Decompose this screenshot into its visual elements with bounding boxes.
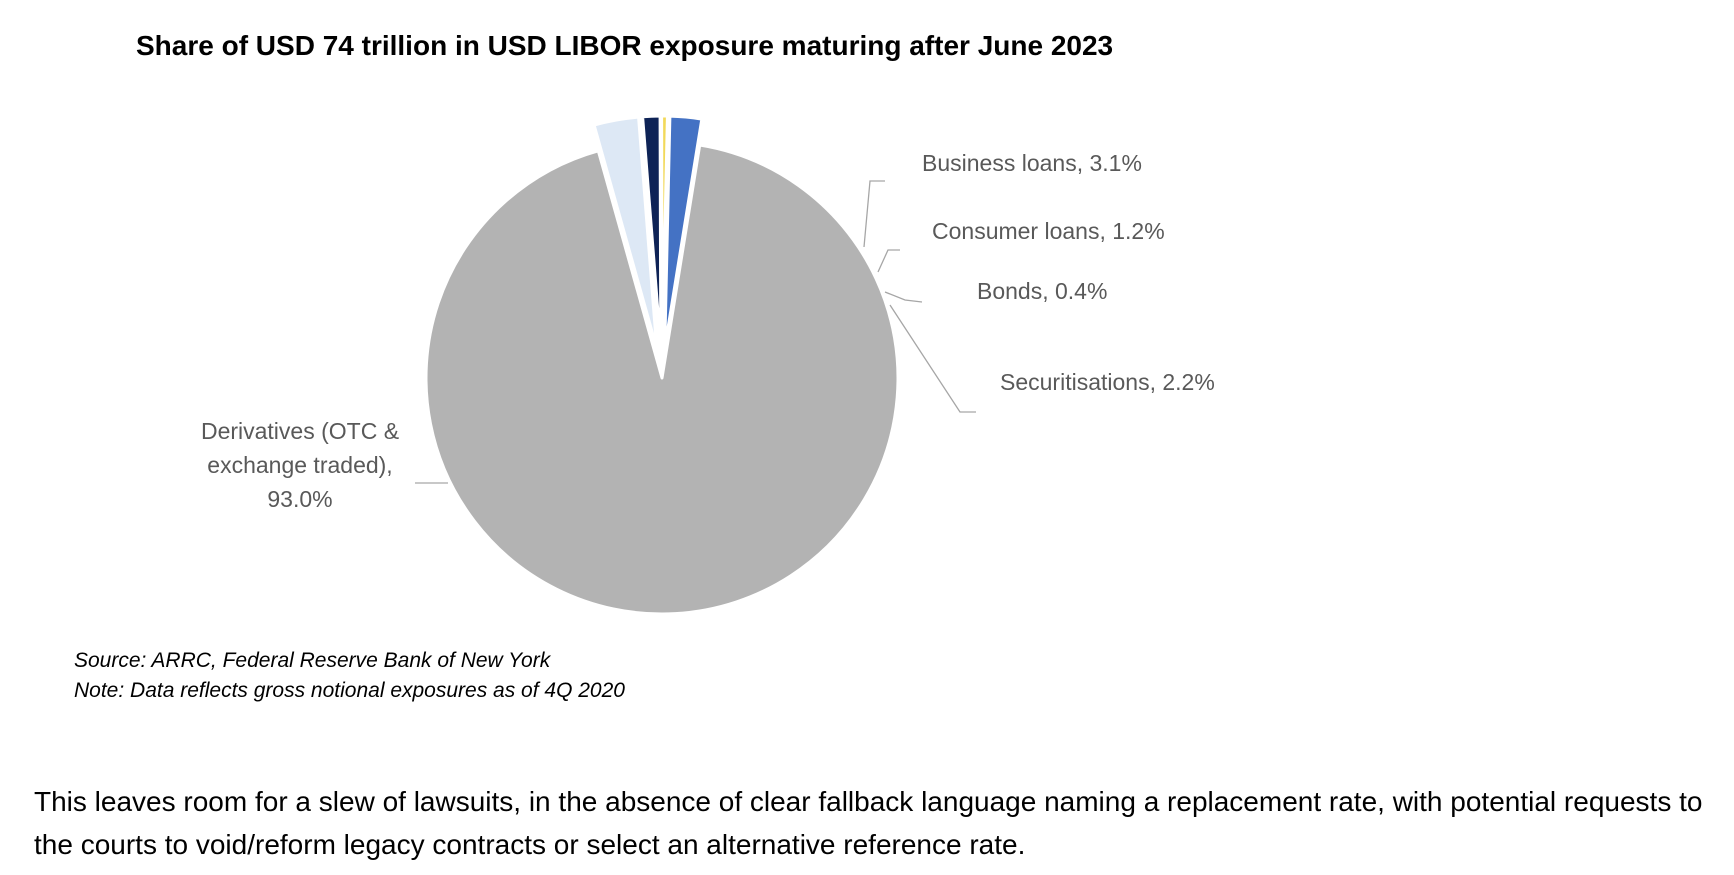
slice-label: Consumer loans, 1.2% bbox=[932, 218, 1165, 244]
pie-chart: Derivatives (OTC & exchange traded), 93.0%… bbox=[201, 114, 1215, 616]
pie-slice-derivatives-otc-exchange-traded bbox=[424, 143, 900, 616]
chart-title: Share of USD 74 trillion in USD LIBOR ex… bbox=[136, 30, 1114, 61]
body-paragraph: This leaves room for a slew of lawsuits,… bbox=[34, 786, 1703, 860]
leader-line bbox=[877, 249, 900, 273]
slice-label: Securitisations, 2.2% bbox=[1000, 369, 1215, 395]
slice-label: Business loans, 3.1% bbox=[922, 150, 1142, 176]
pie-slice-bonds bbox=[660, 114, 669, 350]
slice-label: Derivatives (OTC & exchange traded), 93.0% bbox=[201, 418, 399, 512]
leader-line bbox=[863, 180, 885, 248]
data-note: Note: Data reflects gross notional expos… bbox=[74, 679, 625, 702]
leader-line bbox=[889, 304, 976, 413]
source-note: Source: ARRC, Federal Reserve Bank of Ne… bbox=[74, 649, 551, 672]
chart-notes: Source: ARRC, Federal Reserve Bank of Ne… bbox=[74, 646, 625, 706]
pie-slice-business-loans bbox=[592, 115, 659, 350]
pie-slice-securitisations bbox=[663, 114, 704, 350]
pie-slice-consumer-loans bbox=[641, 114, 663, 350]
slice-label: Bonds, 0.4% bbox=[977, 278, 1107, 304]
leader-line bbox=[884, 291, 923, 303]
